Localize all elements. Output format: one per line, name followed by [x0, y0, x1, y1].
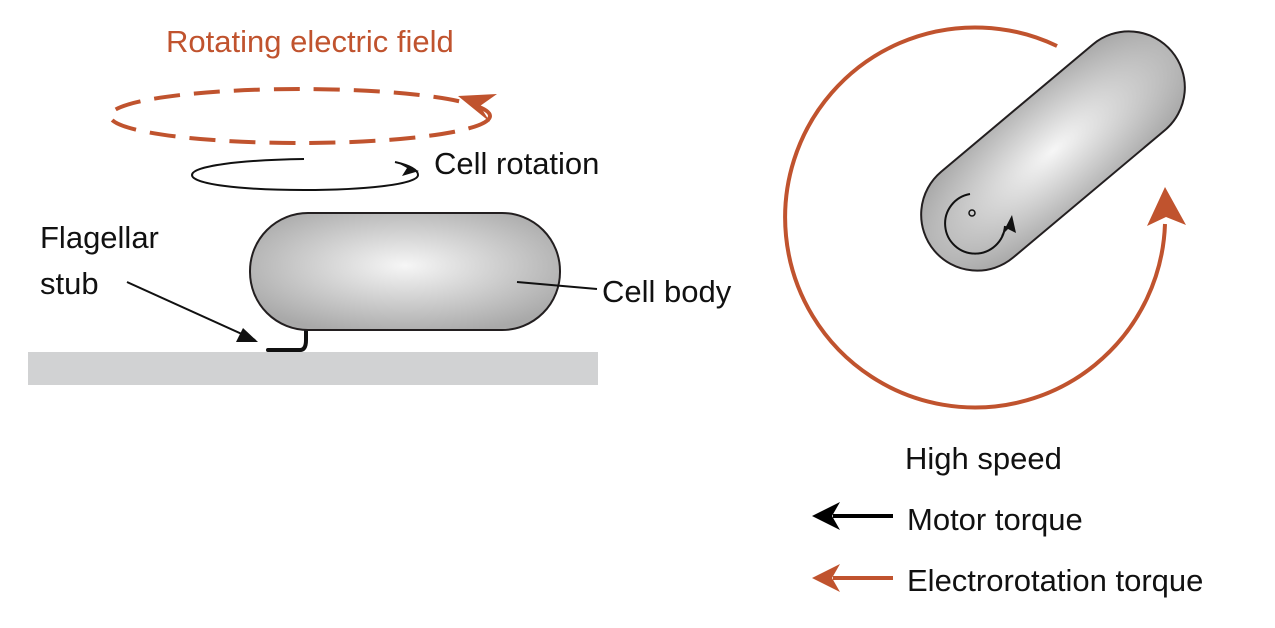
cell-rotation-arrowhead	[398, 163, 419, 176]
flagellar-stub-pointer	[126, 281, 256, 341]
field-title: Rotating electric field	[166, 24, 454, 59]
legend-motor-torque: Motor torque	[907, 502, 1083, 537]
cell-body-top	[920, 30, 1186, 272]
electric-field-ellipse	[108, 87, 492, 145]
motor-rotation-arc	[944, 193, 1006, 255]
high-speed-label: High speed	[905, 441, 1062, 476]
cell-body-label: Cell body	[602, 274, 732, 309]
field-arrowhead	[458, 94, 497, 122]
legend-electrorotation-torque: Electrorotation torque	[907, 563, 1204, 598]
cell-rotation-label: Cell rotation	[434, 146, 600, 181]
flagellar-stub-pointer-head	[236, 328, 258, 342]
cell-rotation-ellipse	[190, 158, 420, 192]
motor-rotation-arrowhead	[1001, 215, 1016, 236]
flagellar-stub	[266, 326, 308, 352]
surface	[28, 352, 598, 385]
electrorotation-torque-arrowhead	[812, 564, 840, 592]
flagellar-stub-label-line2: stub	[40, 266, 99, 301]
cell-body-pointer	[516, 281, 598, 290]
electrorotation-arc	[783, 25, 1167, 410]
motor-torque-arrowhead	[812, 502, 840, 530]
electrorotation-arrowhead	[1147, 187, 1186, 226]
flagellar-stub-label-line1: Flagellar	[40, 220, 159, 255]
rotation-center-dot	[968, 209, 976, 217]
cell-body-side	[249, 212, 561, 331]
